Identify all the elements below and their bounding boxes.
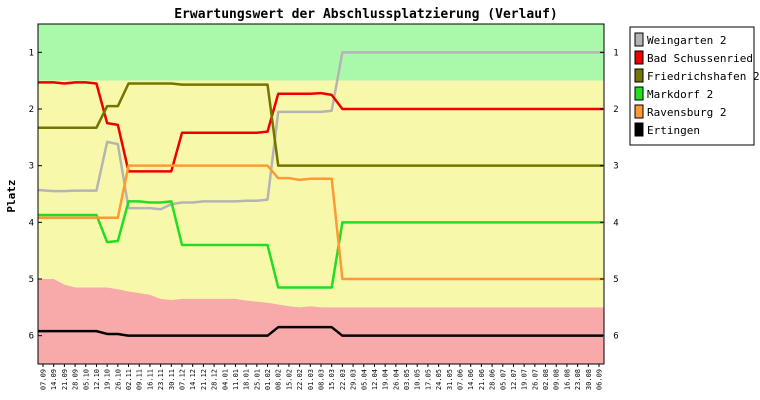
x-tick-label: 01.03 — [307, 369, 315, 390]
x-tick-label: 23.11 — [157, 369, 165, 390]
x-tick-label: 29.03 — [350, 369, 358, 390]
legend-label-2: Friedrichshafen 2 — [647, 70, 760, 83]
x-tick-label: 11.01 — [232, 369, 240, 390]
x-tick-label: 08.03 — [318, 369, 326, 390]
legend-label-5: Ertingen — [647, 124, 700, 137]
legend-swatch-3 — [634, 86, 644, 101]
x-tick-label: 19.10 — [104, 369, 112, 390]
x-tick-label: 30.11 — [168, 369, 176, 390]
y-tick-label-right: 6 — [613, 332, 618, 342]
legend-label-4: Ravensburg 2 — [647, 106, 726, 119]
x-tick-label: 07.06 — [457, 369, 465, 390]
x-tick-label: 05.07 — [499, 369, 507, 390]
x-tick-label: 23.08 — [574, 369, 582, 390]
x-tick-label: 26.04 — [392, 369, 400, 390]
y-tick-label-left: 6 — [29, 332, 34, 342]
x-tick-label: 17.05 — [424, 369, 432, 390]
x-tick-label: 14.12 — [189, 369, 197, 390]
x-tick-label: 28.09 — [72, 369, 80, 390]
legend-label-1: Bad Schussenried — [647, 52, 753, 65]
y-tick-label-right: 1 — [613, 48, 618, 58]
legend-swatch-0 — [634, 32, 644, 47]
x-tick-label: 15.03 — [328, 369, 336, 390]
x-tick-label: 02.08 — [542, 369, 550, 390]
series-line-4 — [38, 164, 603, 281]
x-tick-label: 12.10 — [93, 369, 101, 390]
y-axis-ticks: 1 1 2 2 3 3 4 4 5 5 6 6 — [29, 48, 619, 341]
x-tick-label: 12.04 — [371, 369, 379, 390]
x-tick-label: 30.08 — [585, 369, 593, 390]
y-tick-label-left: 3 — [29, 162, 34, 172]
legend-label-3: Markdorf 2 — [647, 88, 713, 101]
x-tick-label: 22.03 — [339, 369, 347, 390]
x-tick-label: 02.11 — [125, 369, 133, 390]
x-tick-label: 26.07 — [531, 369, 539, 390]
y-tick-label-left: 1 — [29, 48, 34, 58]
x-tick-label: 18.01 — [243, 369, 251, 390]
x-tick-label: 06.09 — [596, 369, 604, 390]
x-tick-label: 12.07 — [510, 369, 518, 390]
legend-box — [629, 26, 755, 146]
x-tick-label: 24.05 — [435, 369, 443, 390]
y-tick-label-right: 3 — [613, 162, 618, 172]
relegation-band — [38, 279, 604, 364]
x-tick-label: 07.09 — [40, 369, 48, 390]
x-tick-label: 05.04 — [360, 369, 368, 390]
x-tick-label: 21.09 — [61, 369, 69, 390]
series-line-5 — [38, 325, 603, 337]
legend-swatch-1 — [634, 50, 644, 65]
x-tick-label: 26.10 — [114, 369, 122, 390]
x-tick-label: 04.01 — [221, 369, 229, 390]
x-tick-label: 25.01 — [253, 369, 261, 390]
x-axis-ticks: 07.09 14.09 21.09 28.09 05.10 12.10 19.10 26.10… — [40, 364, 604, 390]
x-tick-label: 19.04 — [382, 369, 390, 390]
series-lines — [37, 51, 603, 337]
chart-title: Erwartungswert der Abschlussplatzierung … — [174, 7, 558, 22]
y-axis-label: Platz — [5, 179, 18, 212]
x-tick-label: 07.12 — [179, 369, 187, 390]
x-tick-label: 14.06 — [467, 369, 475, 390]
y-tick-label-left: 4 — [29, 218, 34, 228]
x-tick-label: 01.02 — [264, 369, 272, 390]
y-tick-label-left: 5 — [29, 275, 34, 285]
x-tick-label: 21.12 — [200, 369, 208, 390]
x-tick-label: 10.05 — [414, 369, 422, 390]
series-line-3 — [38, 200, 603, 289]
x-tick-label: 14.09 — [50, 369, 58, 390]
x-tick-label: 09.11 — [136, 369, 144, 390]
x-tick-label: 16.11 — [146, 369, 154, 390]
series-line-0 — [37, 51, 603, 211]
x-tick-label: 16.08 — [563, 369, 571, 390]
x-tick-label: 22.02 — [296, 369, 304, 390]
legend-swatch-5 — [634, 122, 644, 137]
series-line-1 — [38, 81, 603, 173]
y-tick-label-left: 2 — [29, 105, 34, 115]
series-line-2 — [38, 82, 603, 167]
x-tick-label: 09.08 — [553, 369, 561, 390]
x-tick-label: 05.10 — [82, 369, 90, 390]
y-tick-label-right: 5 — [613, 275, 618, 285]
y-tick-label-right: 4 — [613, 218, 618, 228]
x-tick-label: 28.12 — [211, 369, 219, 390]
legend-swatch-2 — [634, 68, 644, 83]
x-tick-label: 28.06 — [489, 369, 497, 390]
x-tick-label: 31.05 — [446, 369, 454, 390]
x-tick-label: 21.06 — [478, 369, 486, 390]
x-tick-label: 19.07 — [521, 369, 529, 390]
legend: Weingarten 2 Bad Schussenried Friedrichsha… — [629, 26, 760, 146]
x-tick-label: 03.05 — [403, 369, 411, 390]
x-tick-label: 15.02 — [285, 369, 293, 390]
y-tick-label-right: 2 — [613, 105, 618, 115]
x-tick-label: 08.02 — [275, 369, 283, 390]
legend-label-0: Weingarten 2 — [647, 34, 726, 47]
legend-swatch-4 — [634, 104, 644, 119]
